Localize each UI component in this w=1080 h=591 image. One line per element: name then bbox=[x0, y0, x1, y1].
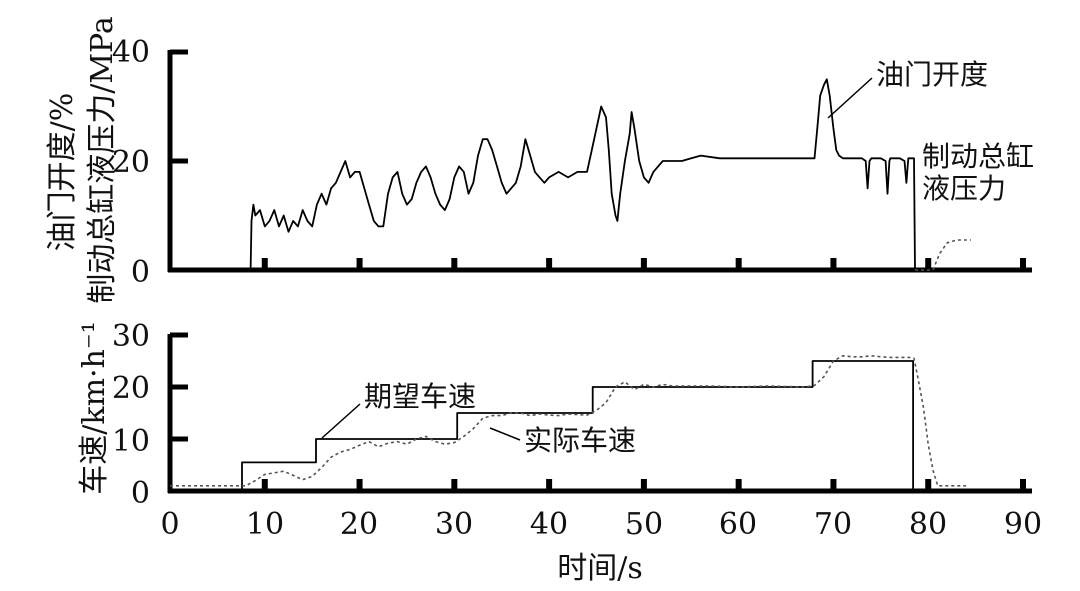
top-x-tick-mark-60 bbox=[735, 258, 742, 270]
top-series-0-line bbox=[170, 78, 1023, 271]
bottom-x-tick-mark-70 bbox=[830, 479, 837, 491]
x-tick-20: 20 bbox=[340, 507, 378, 542]
bottom-x-tick-mark-80 bbox=[925, 479, 932, 491]
bottom-y-label: 车速/km·h⁻¹ bbox=[77, 321, 112, 494]
bottom-x-tick-mark-20 bbox=[356, 479, 363, 491]
bottom-y-tick-0: 0 bbox=[131, 476, 150, 511]
top-y-tick-0: 0 bbox=[131, 255, 150, 290]
top-series-1-line bbox=[915, 239, 971, 271]
throttle-annotation: 油门开度 bbox=[876, 58, 988, 91]
bottom-x-tick-mark-60 bbox=[735, 479, 742, 491]
x-tick-90: 90 bbox=[1004, 507, 1042, 542]
bottom-x-tick-mark-90 bbox=[1020, 479, 1026, 491]
bottom-y-tick-10: 10 bbox=[112, 424, 150, 459]
top-x-tick-mark-80 bbox=[925, 258, 932, 270]
top-x-tick-mark-20 bbox=[356, 258, 363, 270]
actual-speed-annotation: 实际车速 bbox=[524, 424, 636, 457]
x-tick-70: 70 bbox=[814, 507, 852, 542]
top-y-label-brake: 制动总缸液压力/MPa bbox=[85, 16, 120, 304]
top-x-tick-mark-90 bbox=[1020, 258, 1026, 270]
top-y-label-throttle: 油门开度/% bbox=[45, 93, 80, 252]
top-x-tick-mark-30 bbox=[451, 258, 458, 270]
top-x-tick-mark-50 bbox=[640, 258, 647, 270]
bottom-panel: 0 10 20 30 车速/km·h⁻¹ 0 10 20 30 40 50 60… bbox=[77, 319, 1042, 586]
top-x-tick-mark-70 bbox=[830, 258, 837, 270]
throttle-leader-line bbox=[827, 77, 873, 119]
x-tick-80: 80 bbox=[909, 507, 947, 542]
top-panel: 0 20 40 油门开度/% 制动总缸液压力/MPa 油门开度 制动总缸 液压力 bbox=[45, 16, 1034, 304]
x-tick-10: 10 bbox=[246, 507, 284, 542]
desired-speed-annotation: 期望车速 bbox=[364, 380, 476, 413]
x-tick-40: 40 bbox=[530, 507, 568, 542]
bottom-y-tick-30: 30 bbox=[112, 319, 150, 354]
x-tick-50: 50 bbox=[625, 507, 663, 542]
bottom-series-1-line bbox=[170, 354, 967, 487]
top-y-tick-20: 20 bbox=[112, 145, 150, 180]
bottom-x-tick-mark-50 bbox=[640, 479, 647, 491]
bottom-y-tick-20: 20 bbox=[112, 371, 150, 406]
brake-annotation-line2: 液压力 bbox=[922, 172, 1006, 205]
top-y-tick-40: 40 bbox=[112, 35, 150, 70]
bottom-series-0-line bbox=[170, 360, 1023, 492]
bottom-x-tick-mark-40 bbox=[546, 479, 553, 491]
brake-annotation-line1: 制动总缸 bbox=[922, 140, 1034, 173]
actual-speed-leader-line bbox=[489, 427, 521, 441]
x-tick-0: 0 bbox=[160, 507, 179, 542]
top-x-tick-mark-40 bbox=[546, 258, 553, 270]
x-tick-30: 30 bbox=[435, 507, 473, 542]
x-axis-label: 时间/s bbox=[557, 551, 643, 586]
x-tick-60: 60 bbox=[719, 507, 757, 542]
bottom-x-tick-mark-10 bbox=[261, 479, 268, 491]
desired-speed-leader-line bbox=[321, 403, 361, 439]
top-x-tick-mark-10 bbox=[261, 258, 268, 270]
bottom-x-tick-mark-30 bbox=[451, 479, 458, 491]
